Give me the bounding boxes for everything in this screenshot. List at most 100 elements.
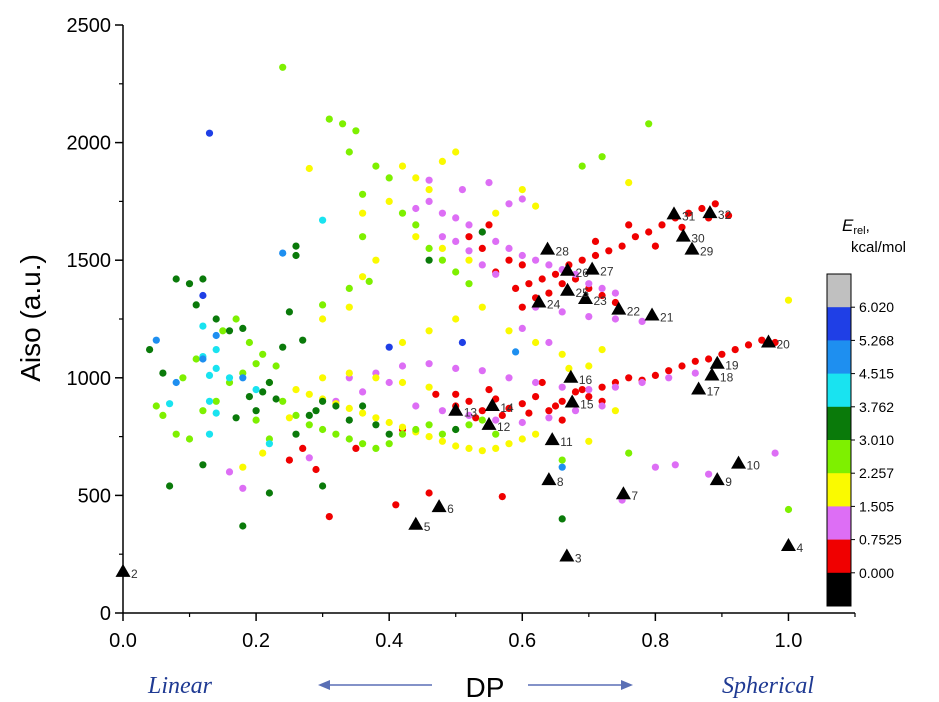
data-point-red bbox=[525, 409, 533, 417]
y-tick-label: 0 bbox=[100, 603, 111, 625]
data-point-red bbox=[478, 407, 486, 415]
data-point-green bbox=[359, 190, 367, 198]
data-point-yellow bbox=[305, 390, 313, 398]
data-point-cyan bbox=[212, 409, 220, 417]
data-point-magenta bbox=[492, 416, 500, 424]
data-point-green bbox=[625, 449, 633, 457]
conformer-triangle bbox=[644, 307, 660, 321]
conformer-triangle bbox=[760, 334, 776, 348]
conformer-triangle bbox=[563, 369, 579, 383]
data-point-red bbox=[618, 242, 626, 250]
data-point-green bbox=[365, 277, 373, 285]
data-point-yellow bbox=[359, 209, 367, 217]
data-point-darkgreen bbox=[299, 336, 307, 344]
conformer-triangle bbox=[709, 355, 725, 369]
data-point-red bbox=[578, 386, 586, 394]
data-point-red bbox=[558, 416, 566, 424]
data-point-green bbox=[172, 430, 180, 438]
data-point-red bbox=[465, 233, 473, 241]
data-point-magenta bbox=[585, 386, 593, 394]
x-tick-label: 0.6 bbox=[508, 630, 536, 652]
data-point-darkgreen bbox=[166, 482, 174, 490]
data-point-yellow bbox=[305, 164, 313, 173]
conformer-label: 32 bbox=[718, 208, 732, 222]
conformer-label: 25 bbox=[576, 286, 590, 300]
data-point-red bbox=[505, 256, 513, 264]
data-point-magenta bbox=[638, 378, 646, 387]
x-axis-ticks: 0.0 0.2 0.4 0.6 0.8 1.0 bbox=[109, 613, 856, 652]
data-point-green bbox=[252, 360, 260, 368]
legend-label: 0.7525 bbox=[859, 532, 902, 548]
data-point-darkgreen bbox=[252, 407, 260, 415]
data-point-red bbox=[585, 393, 593, 401]
conformer-triangle bbox=[577, 291, 593, 305]
data-point-magenta bbox=[671, 461, 679, 469]
data-point-blue bbox=[205, 129, 214, 137]
conformer-label: 22 bbox=[627, 305, 641, 319]
data-point-red bbox=[591, 237, 600, 245]
conformer-label: 28 bbox=[556, 245, 570, 259]
data-point-green bbox=[245, 338, 253, 347]
legend-label: 3.010 bbox=[859, 432, 894, 448]
data-point-yellow bbox=[438, 157, 446, 165]
data-point-green bbox=[359, 233, 367, 241]
data-point-green bbox=[259, 350, 267, 358]
data-point-yellow bbox=[452, 315, 460, 323]
data-point-darkgreen bbox=[305, 411, 313, 419]
data-point-yellow bbox=[505, 440, 513, 448]
data-point-yellow bbox=[518, 435, 526, 443]
legend-swatch bbox=[827, 340, 851, 375]
data-point-cyan bbox=[265, 440, 273, 448]
conformer-triangle bbox=[544, 432, 560, 446]
data-point-yellow bbox=[438, 244, 446, 252]
data-point-red bbox=[598, 383, 606, 391]
data-point-yellow bbox=[784, 296, 793, 304]
data-point-darkgreen bbox=[478, 228, 486, 236]
data-point-green bbox=[305, 421, 313, 429]
data-point-darkgreen bbox=[159, 369, 167, 377]
data-point-green bbox=[465, 421, 473, 429]
conformer-triangle bbox=[560, 262, 576, 276]
conformer-triangle bbox=[709, 472, 725, 486]
data-point-red bbox=[518, 261, 526, 269]
data-point-magenta bbox=[385, 378, 393, 387]
data-point-magenta bbox=[585, 280, 593, 288]
data-point-red bbox=[545, 289, 553, 297]
data-point-green bbox=[372, 444, 380, 452]
data-point-yellow bbox=[385, 197, 393, 205]
data-point-yellow bbox=[425, 433, 433, 441]
data-point-magenta bbox=[705, 470, 713, 478]
data-point-red bbox=[698, 204, 706, 213]
data-point-cyan bbox=[205, 430, 214, 438]
data-point-yellow bbox=[412, 174, 420, 182]
data-point-yellow bbox=[478, 303, 486, 311]
data-point-darkgreen bbox=[319, 482, 327, 490]
data-point-yellow bbox=[465, 444, 473, 452]
data-point-green bbox=[152, 402, 160, 410]
data-point-darkgreen bbox=[332, 402, 340, 410]
data-point-magenta bbox=[532, 256, 540, 264]
data-point-red bbox=[605, 247, 613, 255]
data-point-magenta bbox=[638, 317, 646, 325]
conformer-label: 17 bbox=[707, 385, 721, 399]
data-point-magenta bbox=[505, 244, 513, 252]
data-point-cyan bbox=[199, 322, 207, 330]
data-point-lightblue bbox=[239, 374, 247, 382]
y-tick-label: 1000 bbox=[67, 368, 112, 390]
data-point-yellow bbox=[239, 463, 247, 471]
legend-swatch bbox=[827, 274, 851, 308]
data-point-red bbox=[578, 256, 586, 264]
data-point-red bbox=[485, 386, 493, 394]
conformer-marker-32: 32 bbox=[702, 205, 732, 222]
conformer-triangle bbox=[666, 206, 682, 220]
data-point-darkgreen bbox=[199, 461, 207, 469]
data-point-green bbox=[332, 430, 340, 438]
conformer-marker-23: 23 bbox=[577, 291, 607, 308]
conformer-label: 30 bbox=[691, 232, 705, 246]
conformer-marker-13: 13 bbox=[448, 402, 477, 420]
conformer-marker-2: 2 bbox=[115, 563, 138, 581]
conformer-label: 8 bbox=[557, 475, 564, 489]
data-point-green bbox=[345, 148, 353, 156]
data-point-magenta bbox=[691, 369, 699, 377]
data-point-magenta bbox=[438, 209, 446, 217]
